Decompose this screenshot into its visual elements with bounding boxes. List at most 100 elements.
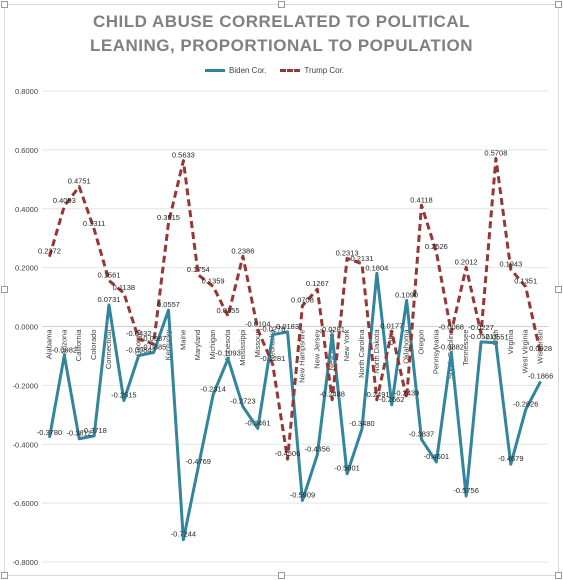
data-label-biden: -0.4769 bbox=[186, 457, 211, 466]
data-label-biden: -0.2662 bbox=[379, 395, 404, 404]
data-label-biden: -0.0984 bbox=[126, 345, 151, 354]
chart-title-line-2: LEANING, PROPORTIONAL TO POPULATION bbox=[89, 36, 474, 55]
resize-handle-top-right[interactable] bbox=[555, 1, 562, 8]
data-label-trump: 0.2526 bbox=[425, 242, 448, 251]
data-label-biden: 0.0731 bbox=[97, 295, 120, 304]
data-label-trump: 0.0355 bbox=[217, 306, 240, 315]
data-label-biden: -0.3837 bbox=[409, 429, 434, 438]
data-label-trump: -0.4506 bbox=[275, 449, 300, 458]
data-label-trump: 0.2313 bbox=[336, 248, 359, 257]
data-label-trump: 0.1267 bbox=[306, 279, 329, 288]
resize-handle-top-center[interactable] bbox=[278, 1, 285, 8]
data-label-biden: 0.0183 bbox=[276, 322, 299, 331]
data-label-trump: -0.0587 bbox=[141, 334, 166, 343]
y-tick-label: 0.2000 bbox=[15, 264, 38, 273]
data-label-trump: 0.1561 bbox=[97, 271, 120, 280]
x-tick-label: Arizona bbox=[59, 329, 68, 355]
data-label-trump: -0.0068 bbox=[439, 322, 464, 331]
x-tick-label: Tennessee bbox=[461, 330, 470, 366]
data-label-trump: -0.2439 bbox=[394, 388, 419, 397]
data-label-trump: 0.0708 bbox=[291, 296, 314, 305]
legend-item-biden: Biden Cor. bbox=[205, 66, 266, 75]
data-label-trump: 0.0177 bbox=[380, 322, 403, 331]
data-label-biden: -0.0551 bbox=[483, 333, 508, 342]
data-label-biden: -0.5001 bbox=[334, 464, 359, 473]
data-label-biden: -0.4679 bbox=[498, 454, 523, 463]
x-tick-label: North Dakota bbox=[372, 329, 381, 374]
data-label-trump: 0.5708 bbox=[484, 148, 507, 157]
legend-label-trump: Trump Cor. bbox=[304, 66, 345, 75]
y-tick-label: 0.4000 bbox=[15, 205, 38, 214]
data-label-trump: -0.2491 bbox=[364, 390, 389, 399]
legend-item-trump: Trump Cor. bbox=[280, 66, 344, 75]
legend: Biden Cor. Trump Cor. bbox=[205, 66, 344, 75]
resize-handle-middle-left[interactable] bbox=[1, 286, 8, 293]
data-label-trump: 0.1359 bbox=[202, 276, 225, 285]
data-label-biden: -0.1093 bbox=[215, 349, 240, 358]
data-label-biden: -0.0281 bbox=[319, 325, 344, 334]
x-tick-label: North Carolina bbox=[357, 329, 366, 378]
data-label-trump: 0.4093 bbox=[53, 196, 76, 205]
data-label-trump: 0.5633 bbox=[172, 151, 195, 160]
resize-handle-bottom-right[interactable] bbox=[555, 572, 562, 579]
data-label-biden: -0.0885 bbox=[141, 343, 166, 352]
data-label-trump: 0.1138 bbox=[113, 283, 135, 292]
data-label-trump: 0.1754 bbox=[187, 265, 210, 274]
chart-title: CHILD ABUSE CORRELATED TO POLITICAL LEAN… bbox=[0, 10, 563, 58]
series-line-biden bbox=[47, 271, 542, 542]
data-label-trump: 0.1943 bbox=[499, 259, 522, 268]
data-label-biden: -0.2314 bbox=[200, 385, 225, 394]
y-tick-label: -0.8000 bbox=[13, 558, 38, 567]
data-label-trump: -0.0432 bbox=[126, 329, 151, 338]
data-label-trump: 0.2372 bbox=[38, 247, 61, 256]
data-label-trump: -0.2488 bbox=[319, 390, 344, 399]
legend-swatch-trump bbox=[280, 69, 301, 72]
x-tick-label: Georgia bbox=[134, 329, 143, 357]
x-tick-label: Oklahoma bbox=[402, 329, 411, 364]
data-label-biden: 0.0557 bbox=[157, 300, 180, 309]
data-label-biden: -0.2723 bbox=[230, 397, 255, 406]
data-label-trump: 0.3311 bbox=[83, 219, 105, 228]
chart-title-line-1: CHILD ABUSE CORRELATED TO POLITICAL bbox=[92, 12, 470, 31]
legend-swatch-biden bbox=[205, 69, 225, 72]
y-tick-label: 0.6000 bbox=[15, 146, 38, 155]
x-tick-label: Minnesota bbox=[223, 329, 232, 364]
data-label-biden: -0.0521 bbox=[468, 332, 493, 341]
data-label-biden: 0.1804 bbox=[365, 263, 388, 272]
x-tick-label: Michigan bbox=[208, 330, 217, 360]
x-tick-label: Colorado bbox=[89, 330, 98, 360]
data-label-biden: -0.0882 bbox=[439, 342, 464, 351]
x-tick-label: Maryland bbox=[193, 330, 202, 361]
resize-handle-bottom-center[interactable] bbox=[278, 572, 285, 579]
x-tick-label: New Jersey bbox=[312, 329, 321, 368]
data-label-biden: -0.3718 bbox=[81, 426, 106, 435]
data-label-trump: -0.0104 bbox=[245, 320, 270, 329]
data-label-biden: -0.4356 bbox=[305, 445, 330, 454]
data-label-trump: 0.2131 bbox=[350, 254, 373, 263]
data-label-trump: 0.4751 bbox=[68, 177, 91, 186]
resize-handle-top-left[interactable] bbox=[1, 1, 8, 8]
data-label-trump: 0.1351 bbox=[514, 277, 537, 286]
resize-handle-middle-right[interactable] bbox=[555, 286, 562, 293]
y-tick-label: 0.8000 bbox=[15, 87, 38, 96]
series-line-trump bbox=[48, 156, 543, 461]
data-label-trump: -0.1281 bbox=[260, 354, 285, 363]
x-tick-label: West Virginia bbox=[521, 329, 530, 374]
y-tick-label: -0.2000 bbox=[13, 381, 38, 390]
x-tick-label: Alabama bbox=[44, 329, 53, 359]
x-tick-label: Missouri bbox=[253, 329, 262, 357]
data-label-biden: -0.3780 bbox=[37, 428, 62, 437]
x-tick-label: Mississippi bbox=[238, 329, 247, 366]
data-label-biden: -0.1866 bbox=[528, 371, 553, 380]
data-label-biden: -0.2515 bbox=[111, 391, 136, 400]
x-tick-label: Virginia bbox=[506, 329, 515, 355]
data-label-trump: 0.0928 bbox=[529, 344, 552, 353]
data-label-trump: 0.3515 bbox=[157, 213, 180, 222]
data-label-biden: -0.0278 bbox=[260, 325, 285, 334]
data-label-trump: 0.2386 bbox=[231, 246, 254, 255]
x-tick-label: California bbox=[74, 329, 83, 362]
y-tick-label: 0.0000 bbox=[15, 323, 38, 332]
data-label-trump: 0.4118 bbox=[410, 195, 432, 204]
resize-handle-bottom-left[interactable] bbox=[1, 572, 8, 579]
data-label-biden: -0.5909 bbox=[290, 490, 315, 499]
